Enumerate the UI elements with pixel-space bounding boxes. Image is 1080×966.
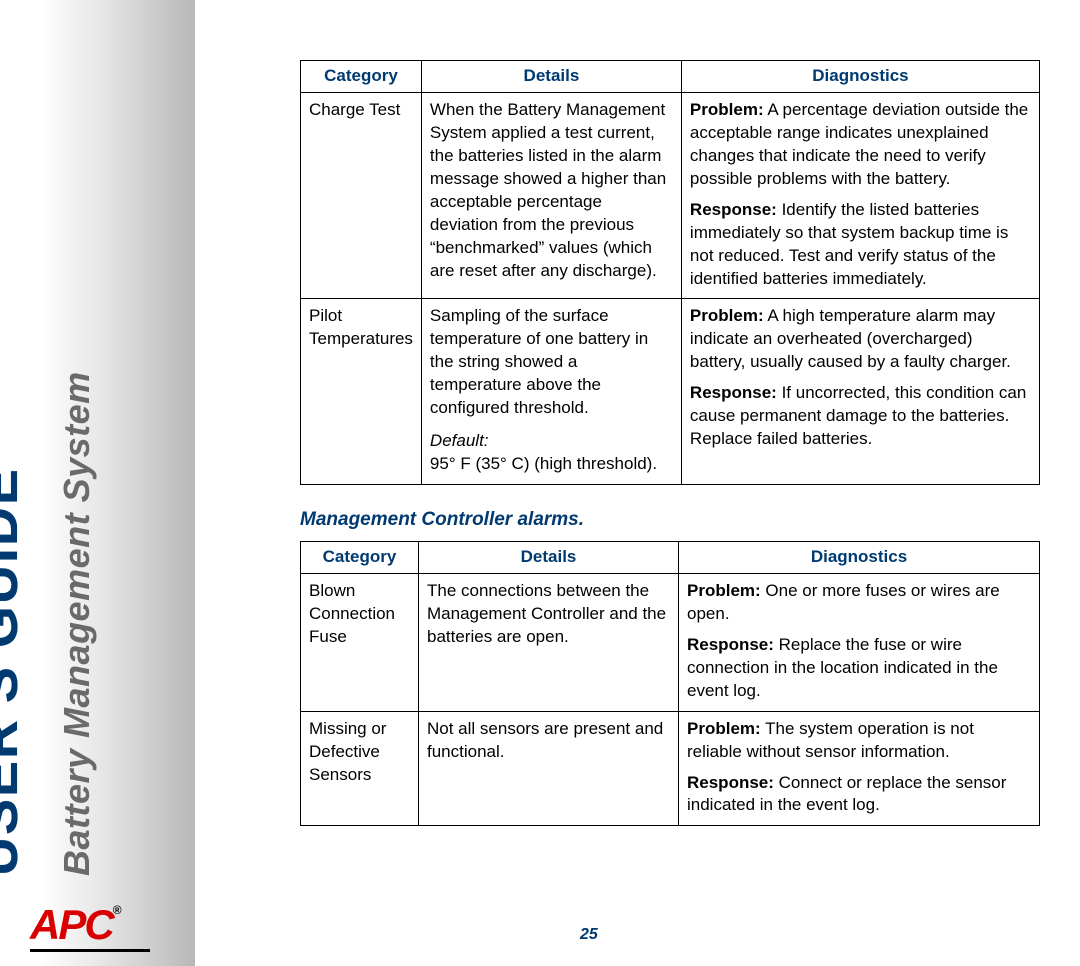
cell-details: Sampling of the surface temperature of o…: [421, 299, 681, 485]
problem-label: Problem:: [690, 306, 764, 325]
alarms-table-1: Category Details Diagnostics Charge Test…: [300, 60, 1040, 485]
guide-title-main: USER'S GUIDE: [0, 467, 30, 876]
details-text: Sampling of the surface temperature of o…: [430, 306, 648, 417]
response-label: Response:: [687, 635, 774, 654]
table-header-row: Category Details Diagnostics: [301, 61, 1040, 93]
problem-label: Problem:: [687, 719, 761, 738]
cell-details: Not all sensors are present and function…: [419, 711, 679, 826]
cell-diagnostics: Problem: The system operation is not rel…: [679, 711, 1040, 826]
main-content: Category Details Diagnostics Charge Test…: [300, 60, 1040, 850]
table-row: Charge Test When the Battery Management …: [301, 92, 1040, 299]
response-label: Response:: [690, 383, 777, 402]
table-header-row: Category Details Diagnostics: [301, 542, 1040, 574]
th-details: Details: [421, 61, 681, 93]
table-row: Blown Connection Fuse The connections be…: [301, 573, 1040, 711]
problem-label: Problem:: [690, 100, 764, 119]
response-label: Response:: [687, 773, 774, 792]
th-diagnostics: Diagnostics: [681, 61, 1039, 93]
apc-logo: APC®: [30, 904, 120, 946]
cell-diagnostics: Problem: A high temperature alarm may in…: [681, 299, 1039, 485]
th-details: Details: [419, 542, 679, 574]
alarms-table-2: Category Details Diagnostics Blown Conne…: [300, 541, 1040, 826]
th-category: Category: [301, 542, 419, 574]
cell-diagnostics: Problem: One or more fuses or wires are …: [679, 573, 1040, 711]
cell-category: Pilot Temperatures: [301, 299, 422, 485]
cell-category: Missing or Defective Sensors: [301, 711, 419, 826]
page-number: 25: [580, 926, 598, 944]
response-label: Response:: [690, 200, 777, 219]
cell-details: The connections between the Management C…: [419, 573, 679, 711]
table-row: Pilot Temperatures Sampling of the surfa…: [301, 299, 1040, 485]
guide-title-sub: Battery Management System: [56, 371, 98, 876]
cell-category: Blown Connection Fuse: [301, 573, 419, 711]
th-diagnostics: Diagnostics: [679, 542, 1040, 574]
default-label: Default:: [430, 430, 673, 453]
cell-details: When the Battery Management System appli…: [421, 92, 681, 299]
default-value: 95° F (35° C) (high threshold).: [430, 454, 657, 473]
cell-diagnostics: Problem: A percentage deviation outside …: [681, 92, 1039, 299]
problem-label: Problem:: [687, 581, 761, 600]
section-title: Management Controller alarms.: [300, 509, 1040, 531]
table-row: Missing or Defective Sensors Not all sen…: [301, 711, 1040, 826]
logo-underline: [30, 949, 150, 952]
cell-category: Charge Test: [301, 92, 422, 299]
sidebar: USER'S GUIDE Battery Management System A…: [0, 0, 195, 966]
th-category: Category: [301, 61, 422, 93]
